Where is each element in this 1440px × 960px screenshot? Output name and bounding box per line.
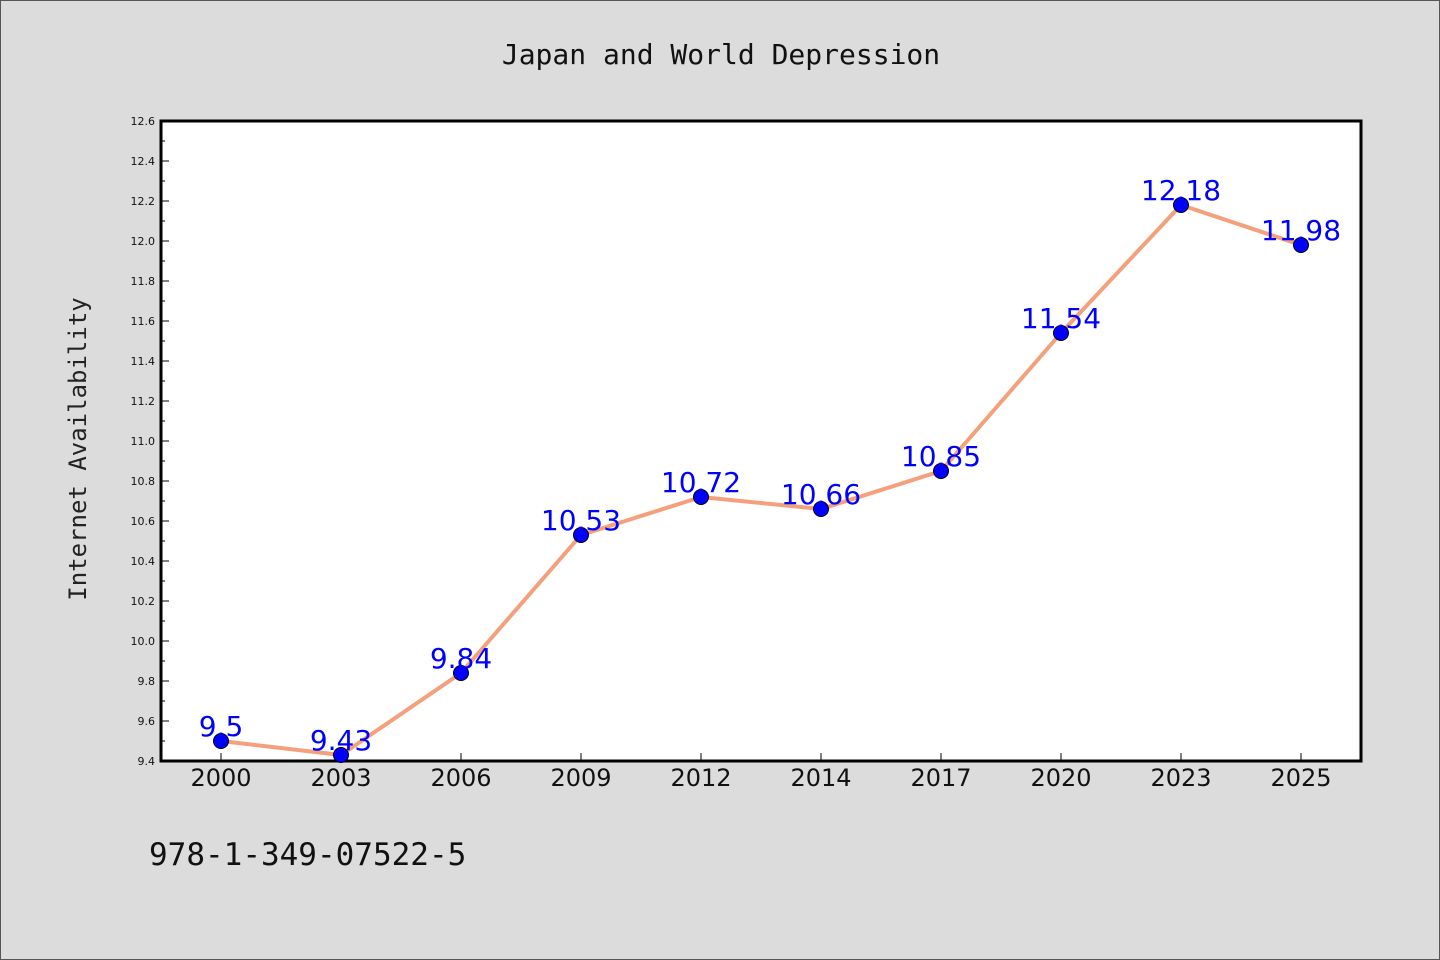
x-tick-label: 2017 (910, 764, 971, 792)
y-tick-label: 10.2 (131, 595, 156, 608)
data-label: 10.72 (661, 466, 741, 499)
y-tick-label: 10.8 (131, 475, 156, 488)
y-tick-label: 9.4 (138, 755, 156, 768)
data-label: 9.84 (430, 642, 492, 675)
y-tick-label: 12.4 (131, 155, 156, 168)
plot-area (159, 119, 1363, 763)
data-point (1293, 237, 1309, 253)
y-tick-label: 11.8 (131, 275, 156, 288)
y-axis-label: Internet Availability (64, 297, 92, 600)
y-tick-label: 11.4 (131, 355, 156, 368)
x-tick-label: 2020 (1030, 764, 1091, 792)
data-point (453, 665, 469, 681)
x-tick-label: 2006 (430, 764, 491, 792)
x-tick-label: 2000 (190, 764, 251, 792)
chart-title: Japan and World Depression (502, 38, 940, 71)
y-tick-label: 10.0 (131, 635, 156, 648)
data-point (693, 489, 709, 505)
x-tick-label: 2025 (1270, 764, 1331, 792)
data-point (1173, 197, 1189, 213)
data-label: 9.43 (310, 724, 372, 757)
y-axis: 9.4 9.6 9.8 10.0 10.2 10.4 10.6 10.8 11.0 11.2 11.… (131, 115, 169, 768)
data-label: 11.54 (1021, 302, 1101, 335)
series-layer: 9.5 9.43 9.84 10.53 10.72 10.66 10.85 11.54 12.1… (199, 174, 1341, 763)
data-point (933, 463, 949, 479)
data-label: 11.98 (1261, 214, 1341, 247)
x-tick-label: 2012 (670, 764, 731, 792)
data-label: 12.18 (1141, 174, 1221, 207)
data-point (813, 501, 829, 517)
y-tick-label: 10.6 (131, 515, 156, 528)
y-tick-label: 12.0 (131, 235, 156, 248)
y-tick-label: 11.0 (131, 435, 156, 448)
x-tick-label: 2014 (790, 764, 851, 792)
y-tick-label: 12.6 (131, 115, 156, 128)
y-tick-label: 11.2 (131, 395, 156, 408)
series-line (220, 203, 1302, 757)
data-point (1053, 325, 1069, 341)
x-tick-label: 2023 (1150, 764, 1211, 792)
x-tick-label: 2009 (550, 764, 611, 792)
data-label: 10.53 (541, 504, 621, 537)
data-point (573, 527, 589, 543)
y-tick-label: 9.6 (138, 715, 156, 728)
data-label: 10.85 (901, 440, 981, 473)
x-axis: 2000 2003 2006 2009 2012 2014 2017 2020 2023 2025 (190, 753, 1332, 792)
y-tick-label: 10.4 (131, 555, 156, 568)
data-point (213, 733, 229, 749)
data-label: 9.5 (199, 710, 244, 743)
data-label: 10.66 (781, 478, 861, 511)
data-point (333, 747, 349, 763)
y-tick-label: 9.8 (138, 675, 156, 688)
y-tick-label: 12.2 (131, 195, 156, 208)
x-tick-label: 2003 (310, 764, 371, 792)
y-tick-label: 11.6 (131, 315, 156, 328)
isbn-text: 978-1-349-07522-5 (149, 837, 466, 873)
